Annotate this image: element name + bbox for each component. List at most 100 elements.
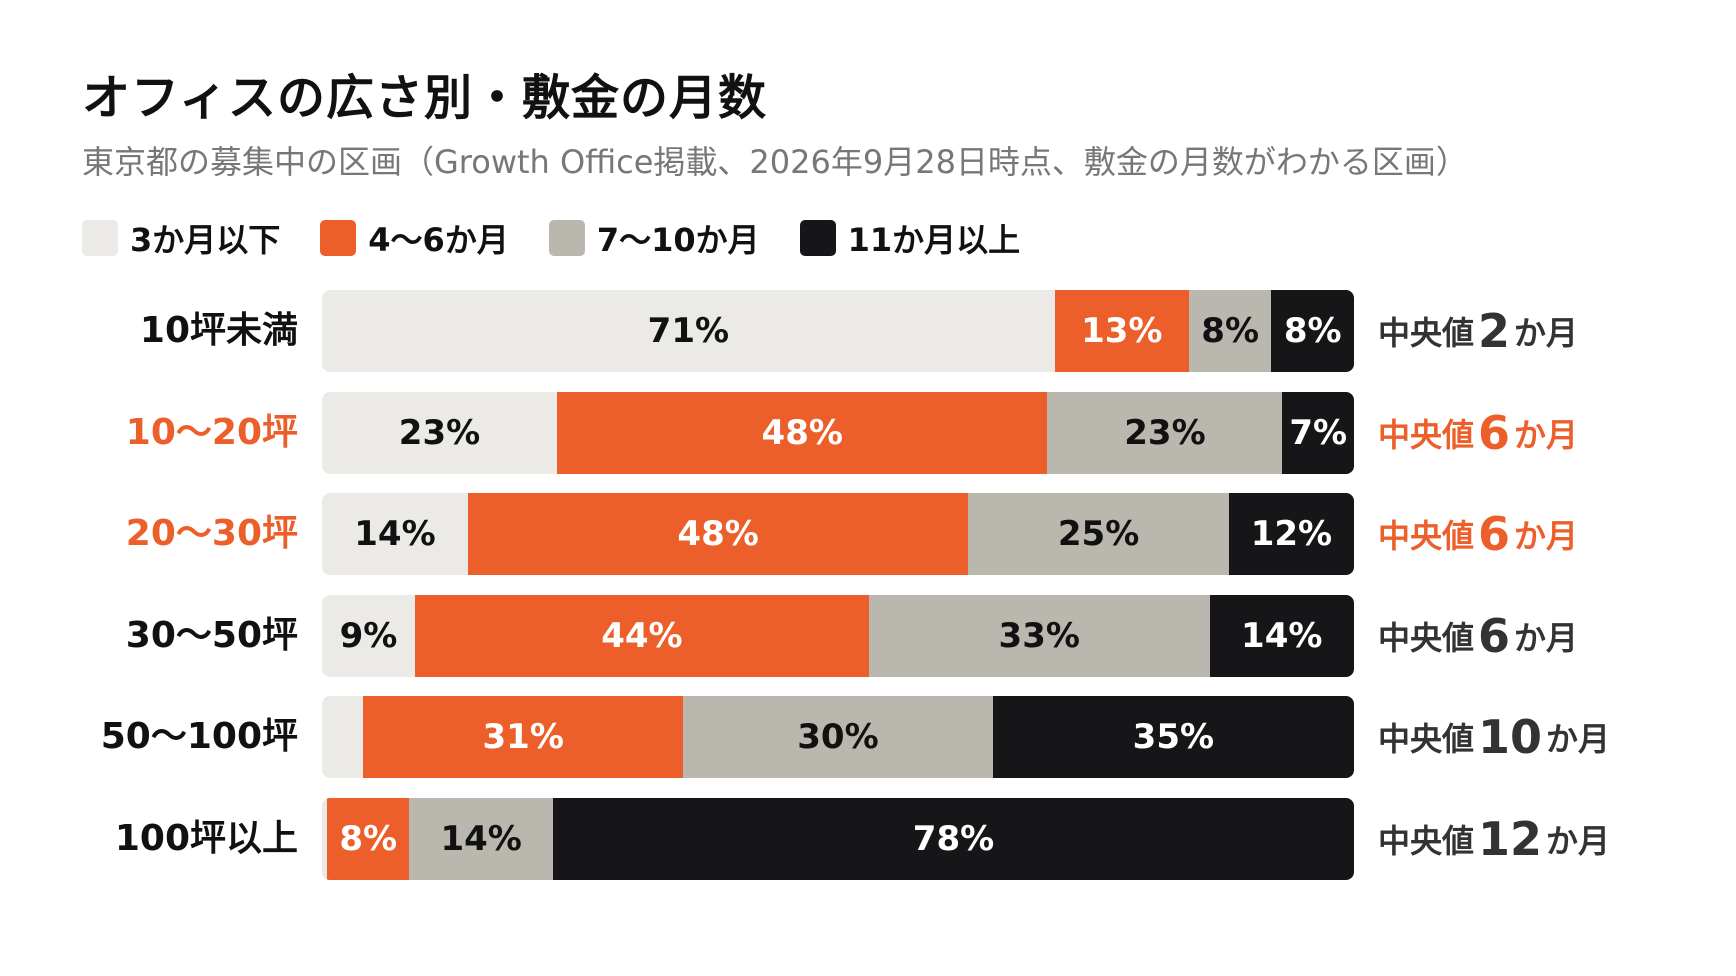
- median-unit: か月: [1514, 517, 1579, 555]
- data-label: 13%: [1081, 311, 1163, 351]
- bar-segment-4to6: 31%: [363, 696, 684, 778]
- data-label: 31%: [482, 717, 564, 757]
- median-value: 10: [1478, 710, 1543, 764]
- category-label: 20〜30坪: [125, 513, 298, 554]
- median-prefix: 中央値: [1378, 314, 1475, 352]
- bar-row: 10坪未満 71% 13% 8% 8% 中央値 2 か月: [0, 290, 1736, 372]
- legend-label-7to10: 7〜10か月: [596, 221, 760, 259]
- data-label: 48%: [677, 514, 759, 554]
- median-value: 12: [1478, 812, 1543, 866]
- bar-segment-7to10: 14%: [409, 798, 554, 880]
- chart-title: オフィスの広さ別・敷金の月数: [82, 70, 768, 126]
- legend-label-le3: 3か月以下: [130, 221, 281, 259]
- category-label: 50〜100坪: [100, 716, 298, 757]
- stacked-bar: 9% 44% 33% 14%: [322, 595, 1354, 677]
- legend-label-4to6: 4〜6か月: [368, 221, 509, 259]
- bar-segment-4to6: 44%: [414, 595, 869, 677]
- category-label: 30〜50坪: [125, 615, 298, 656]
- bar-segment-ge11: 35%: [992, 696, 1354, 778]
- data-label: 25%: [1057, 514, 1140, 554]
- legend-swatch-7to10: [548, 220, 585, 256]
- bar-segment-ge11: 14%: [1209, 595, 1354, 677]
- bar-row: 20〜30坪 14% 48% 25% 12% 中央値 6 か月: [0, 493, 1736, 575]
- bar-segment-le3: [322, 798, 328, 880]
- data-label: 35%: [1132, 717, 1215, 757]
- legend-item-le3: 3か月以下: [82, 215, 280, 261]
- bar-segment-7to10: 8%: [1188, 290, 1272, 372]
- bar-segment-le3: [322, 696, 364, 778]
- median-unit: か月: [1546, 720, 1611, 758]
- median-prefix: 中央値: [1378, 517, 1475, 555]
- median-prefix: 中央値: [1378, 720, 1475, 758]
- legend-swatch-4to6: [320, 220, 357, 256]
- median-label: 中央値 2 か月: [1378, 290, 1578, 372]
- data-label: 8%: [339, 819, 398, 859]
- median-value: 6: [1478, 609, 1511, 663]
- category-label: 100坪以上: [114, 818, 298, 859]
- median-label: 中央値 6 か月: [1378, 595, 1578, 677]
- bar-segment-7to10: 33%: [868, 595, 1210, 677]
- median-value: 2: [1478, 304, 1511, 358]
- bar-segment-ge11: 7%: [1282, 392, 1354, 474]
- bar-row: 50〜100坪 31% 30% 35% 中央値 10 か月: [0, 696, 1736, 778]
- bar-segment-ge11: 78%: [553, 798, 1354, 880]
- data-label: 33%: [998, 616, 1080, 656]
- data-label: 12%: [1250, 514, 1333, 554]
- data-label: 14%: [354, 514, 436, 554]
- data-label: 7%: [1289, 413, 1348, 453]
- median-label: 中央値 6 か月: [1378, 493, 1578, 575]
- data-label: 44%: [601, 616, 683, 656]
- legend-swatch-ge11: [799, 220, 836, 256]
- median-label: 中央値 6 か月: [1378, 392, 1578, 474]
- bar-segment-le3: 9%: [322, 595, 415, 677]
- median-label: 中央値 12 か月: [1378, 798, 1610, 880]
- data-label: 23%: [1124, 413, 1206, 453]
- bar-segment-4to6: 48%: [467, 493, 969, 575]
- bar-segment-4to6: 48%: [557, 392, 1048, 474]
- stacked-bar: 23% 48% 23% 7%: [322, 392, 1354, 474]
- median-unit: か月: [1514, 619, 1579, 657]
- bar-segment-7to10: 23%: [1047, 392, 1283, 474]
- bar-row: 100坪以上 8% 14% 78% 中央値 12 か月: [0, 798, 1736, 880]
- chart-legend: 3か月以下 4〜6か月 7〜10か月 11か月以上: [82, 215, 1060, 261]
- legend-label-ge11: 11か月以上: [847, 221, 1021, 259]
- median-value: 6: [1478, 406, 1511, 460]
- bar-segment-7to10: 25%: [968, 493, 1229, 575]
- data-label: 14%: [1241, 616, 1323, 656]
- bar-row: 10〜20坪 23% 48% 23% 7% 中央値 6 か月: [0, 392, 1736, 474]
- data-label: 71%: [647, 311, 730, 351]
- legend-item-7to10: 7〜10か月: [548, 215, 760, 261]
- median-prefix: 中央値: [1378, 416, 1475, 454]
- median-unit: か月: [1514, 416, 1579, 454]
- stacked-bar: 8% 14% 78%: [322, 798, 1354, 880]
- data-label: 30%: [797, 717, 879, 757]
- chart-subtitle: 東京都の募集中の区画（Growth Office掲載、2026年9月28日時点、…: [82, 143, 1468, 181]
- median-value: 6: [1478, 507, 1511, 561]
- bar-segment-ge11: 8%: [1271, 290, 1354, 372]
- legend-item-4to6: 4〜6か月: [320, 215, 509, 261]
- median-label: 中央値 10 か月: [1378, 696, 1610, 778]
- bar-segment-le3: 14%: [322, 493, 468, 575]
- category-label: 10坪未満: [139, 310, 298, 351]
- legend-item-ge11: 11か月以上: [799, 215, 1021, 261]
- data-label: 23%: [398, 413, 481, 453]
- stacked-bar: 14% 48% 25% 12%: [322, 493, 1354, 575]
- stacked-bar: 31% 30% 35%: [322, 696, 1354, 778]
- data-label: 48%: [761, 413, 843, 453]
- median-unit: か月: [1514, 314, 1579, 352]
- median-prefix: 中央値: [1378, 619, 1475, 657]
- data-label: 14%: [440, 819, 522, 859]
- stacked-bar: 71% 13% 8% 8%: [322, 290, 1354, 372]
- data-label: 78%: [912, 819, 995, 859]
- data-label: 8%: [1283, 311, 1342, 351]
- data-label: 8%: [1201, 311, 1260, 351]
- bar-segment-4to6: 13%: [1054, 290, 1189, 372]
- median-prefix: 中央値: [1378, 822, 1475, 860]
- bar-segment-le3: 71%: [322, 290, 1055, 372]
- category-label: 10〜20坪: [125, 412, 298, 453]
- bar-row: 30〜50坪 9% 44% 33% 14% 中央値 6 か月: [0, 595, 1736, 677]
- legend-swatch-le3: [82, 220, 118, 256]
- median-unit: か月: [1546, 822, 1611, 860]
- data-label: 9%: [339, 616, 398, 656]
- bar-segment-ge11: 12%: [1228, 493, 1354, 575]
